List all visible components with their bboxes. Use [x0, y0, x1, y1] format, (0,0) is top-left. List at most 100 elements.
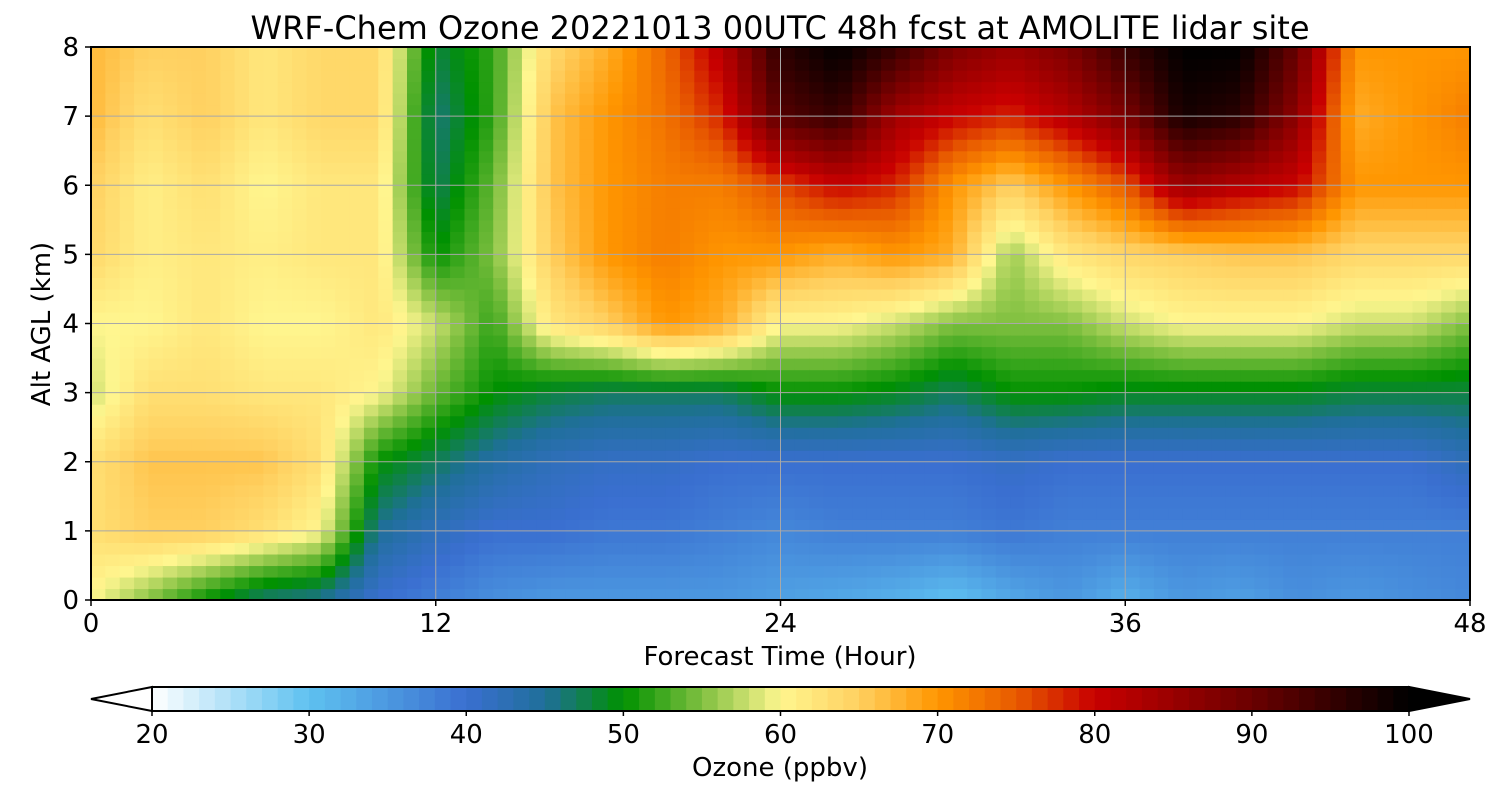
heatmap-cell: [1225, 519, 1241, 532]
heatmap-cell: [565, 346, 580, 359]
heatmap-cell: [1225, 484, 1241, 497]
heatmap-cell: [1168, 530, 1184, 543]
heatmap-cell: [1398, 47, 1414, 60]
heatmap-cell: [751, 185, 767, 198]
heatmap-cell: [450, 173, 466, 186]
heatmap-cell: [1110, 507, 1126, 520]
heatmap-cell: [780, 404, 796, 417]
heatmap-cell: [349, 196, 365, 209]
x-tick-label: 0: [83, 609, 100, 639]
heatmap-cell: [809, 139, 825, 152]
heatmap-cell: [852, 427, 868, 440]
heatmap-cell: [952, 427, 968, 440]
heatmap-cell: [378, 346, 394, 359]
heatmap-cell: [320, 173, 336, 186]
heatmap-cell: [1082, 335, 1098, 348]
heatmap-cell: [1455, 150, 1470, 163]
heatmap-cell: [1168, 450, 1184, 463]
heatmap-cell: [464, 277, 480, 290]
heatmap-cell: [1110, 404, 1126, 417]
heatmap-cell: [378, 415, 394, 428]
heatmap-cell: [1153, 277, 1169, 290]
heatmap-cell: [435, 254, 451, 267]
heatmap-cell: [766, 277, 782, 290]
heatmap-cell: [1067, 473, 1083, 486]
heatmap-cell: [766, 507, 782, 520]
heatmap-cell: [1067, 542, 1083, 555]
heatmap-cell: [579, 254, 595, 267]
heatmap-cell: [263, 346, 279, 359]
heatmap-cell: [852, 450, 868, 463]
heatmap-cell: [794, 381, 810, 394]
heatmap-cell: [407, 139, 422, 152]
heatmap-cell: [1297, 277, 1313, 290]
heatmap-cell: [579, 127, 595, 140]
heatmap-cell: [493, 70, 509, 83]
heatmap-cell: [794, 70, 810, 83]
heatmap-cell: [1125, 553, 1141, 567]
heatmap-cell: [1125, 139, 1141, 152]
heatmap-cell: [392, 277, 408, 290]
heatmap-cell: [622, 404, 638, 417]
heatmap-cell: [521, 81, 537, 94]
heatmap-cell: [205, 219, 221, 232]
heatmap-cell: [1383, 127, 1399, 140]
heatmap-cell: [1182, 565, 1198, 578]
heatmap-cell: [277, 404, 293, 417]
heatmap-cell: [277, 473, 293, 486]
heatmap-cell: [536, 196, 552, 209]
heatmap-cell: [1153, 93, 1169, 106]
heatmap-cell: [1326, 254, 1342, 267]
heatmap-cell: [1297, 47, 1313, 60]
heatmap-cell: [1053, 219, 1069, 232]
heatmap-cell: [938, 484, 954, 497]
heatmap-cell: [1268, 139, 1284, 152]
heatmap-cell: [794, 288, 810, 302]
heatmap-cell: [665, 311, 681, 325]
heatmap-cell: [823, 231, 839, 244]
heatmap-cell: [493, 588, 509, 600]
heatmap-cell: [1197, 369, 1213, 382]
heatmap-cell: [1010, 507, 1026, 520]
heatmap-cell: [1039, 576, 1055, 590]
heatmap-cell: [1326, 507, 1342, 520]
heatmap-cell: [306, 265, 322, 279]
heatmap-cell: [378, 565, 394, 578]
heatmap-cell: [622, 265, 638, 279]
heatmap-cell: [981, 588, 997, 600]
heatmap-cell: [565, 427, 580, 440]
heatmap-cell: [277, 369, 293, 382]
heatmap-cell: [148, 381, 164, 394]
heatmap-cell: [1268, 358, 1284, 371]
heatmap-cell: [608, 150, 624, 163]
colorbar-cell: [277, 687, 294, 711]
heatmap-cell: [1010, 323, 1026, 336]
heatmap-cell: [1096, 358, 1112, 371]
heatmap-cell: [1168, 381, 1184, 394]
heatmap-cell: [1383, 104, 1399, 117]
heatmap-cell: [1110, 277, 1126, 290]
heatmap-cell: [924, 93, 940, 106]
heatmap-cell: [1139, 58, 1155, 71]
heatmap-cell: [665, 369, 681, 382]
heatmap-cell: [249, 311, 264, 325]
heatmap-cell: [435, 519, 451, 532]
heatmap-cell: [981, 496, 997, 509]
heatmap-cell: [823, 473, 839, 486]
heatmap-cell: [608, 404, 624, 417]
heatmap-cell: [306, 139, 322, 152]
heatmap-cell: [162, 196, 178, 209]
heatmap-cell: [521, 219, 537, 232]
heatmap-cell: [1125, 265, 1141, 279]
heatmap-cell: [1369, 231, 1385, 244]
heatmap-cell: [493, 576, 509, 590]
heatmap-cell: [1426, 254, 1442, 267]
heatmap-cell: [1340, 438, 1356, 451]
heatmap-cell: [794, 335, 810, 348]
heatmap-cell: [335, 323, 351, 336]
heatmap-cell: [1441, 346, 1457, 359]
heatmap-cell: [1039, 404, 1055, 417]
heatmap-cell: [1010, 311, 1026, 325]
heatmap-cell: [205, 335, 221, 348]
heatmap-cell: [435, 127, 451, 140]
